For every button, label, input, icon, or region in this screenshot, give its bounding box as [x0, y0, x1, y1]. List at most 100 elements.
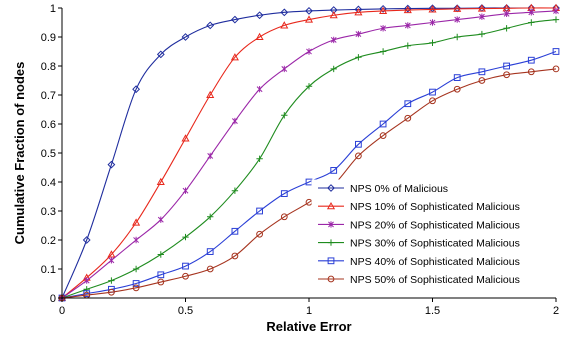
series-line — [61, 50, 557, 299]
data-point-marker — [355, 54, 362, 61]
data-point-marker — [206, 265, 214, 273]
data-point-marker — [379, 132, 387, 139]
data-point-marker — [280, 213, 288, 221]
legend-swatch-marker — [327, 257, 335, 265]
data-point-marker — [453, 4, 462, 12]
data-point-marker — [429, 19, 436, 26]
data-point-marker — [230, 53, 239, 61]
legend-item: NPS 20% of Sophisticated Malicious — [318, 219, 520, 231]
data-point-marker — [503, 25, 510, 32]
data-point-marker — [157, 278, 165, 286]
data-point-marker — [305, 6, 313, 15]
data-point-marker — [306, 48, 312, 55]
data-point-marker — [403, 5, 412, 14]
data-point-marker — [528, 19, 535, 26]
legend-item: NPS 10% of Sophisticated Malicious — [318, 201, 520, 213]
data-point-marker — [256, 155, 263, 162]
data-point-marker — [503, 10, 510, 17]
y-tick-label: 0.3 — [41, 206, 56, 218]
data-point-marker — [329, 6, 338, 14]
data-point-marker — [181, 134, 190, 142]
data-point-marker — [256, 86, 263, 93]
data-point-marker — [255, 32, 264, 41]
data-point-marker — [207, 152, 214, 160]
legend-item: NPS 0% of Malicious — [318, 183, 448, 195]
data-point-marker — [478, 68, 486, 76]
legend-swatch-marker — [327, 239, 335, 246]
data-point-marker — [157, 251, 164, 258]
y-tick-label: 0.7 — [41, 90, 56, 102]
data-point-marker — [231, 117, 238, 125]
data-point-marker — [553, 7, 559, 15]
legend-label: NPS 40% of Sophisticated Malicious — [350, 256, 520, 268]
legend: NPS 0% of Malicious NPS 10% of Sophistica… — [311, 179, 541, 297]
data-point-marker — [304, 15, 314, 23]
data-point-marker — [108, 257, 115, 264]
data-point-marker — [231, 187, 239, 194]
data-point-marker — [453, 74, 461, 81]
legend-item: NPS 50% of Sophisticated Malicious — [318, 274, 520, 286]
legend-label: NPS 10% of Sophisticated Malicious — [350, 201, 520, 213]
data-point-marker — [256, 230, 263, 238]
data-point-marker — [503, 71, 510, 79]
y-tick-label: 1 — [50, 3, 56, 15]
series-layer — [57, 3, 561, 302]
data-point-marker — [454, 33, 461, 41]
data-point-marker — [255, 11, 264, 20]
data-point-marker — [182, 233, 189, 241]
legend-swatch-marker — [326, 201, 336, 210]
data-point-marker — [132, 85, 141, 94]
series-line — [61, 7, 557, 299]
data-point-marker — [527, 56, 535, 64]
data-point-marker — [527, 68, 535, 76]
y-tick-label: 0.1 — [41, 264, 56, 276]
data-point-marker — [404, 22, 411, 29]
legend-swatch-marker — [327, 184, 335, 192]
x-tick-label: 1.5 — [425, 305, 440, 317]
data-point-marker — [231, 252, 239, 260]
data-point-marker — [404, 100, 412, 108]
data-point-marker — [329, 11, 338, 19]
y-axis-title: Cumulative Fraction of nodes — [12, 62, 27, 245]
data-point-marker — [107, 250, 116, 258]
data-point-marker — [231, 227, 239, 235]
y-tick-label: 0.6 — [41, 119, 56, 131]
data-point-marker — [453, 85, 461, 93]
data-point-marker — [305, 83, 313, 90]
data-point-marker — [132, 280, 140, 287]
data-point-marker — [330, 36, 337, 44]
data-point-marker — [83, 277, 90, 284]
data-point-marker — [230, 15, 239, 24]
data-point-marker — [281, 112, 288, 119]
data-point-marker — [380, 25, 387, 32]
data-point-marker — [206, 248, 214, 255]
data-point-marker — [157, 271, 165, 279]
y-tick-label: 0.9 — [41, 32, 56, 44]
data-point-marker — [108, 277, 115, 284]
data-point-marker — [133, 236, 140, 244]
data-point-marker — [355, 140, 362, 148]
data-point-marker — [156, 50, 165, 59]
data-point-marker — [429, 39, 436, 46]
data-point-marker — [379, 120, 387, 128]
data-point-marker — [206, 21, 215, 30]
legend-box — [311, 179, 541, 297]
data-point-marker — [181, 33, 190, 41]
data-point-marker — [82, 236, 91, 244]
data-point-marker — [182, 187, 189, 194]
data-point-marker — [404, 42, 411, 49]
data-point-marker — [552, 65, 560, 73]
y-tick-label: 0.4 — [41, 177, 56, 189]
data-point-marker — [280, 190, 288, 197]
data-point-marker — [280, 8, 289, 17]
data-point-marker — [404, 114, 412, 122]
legend-item: NPS 30% of Sophisticated Malicious — [318, 238, 520, 250]
data-point-marker — [280, 21, 289, 29]
series-1 — [57, 3, 561, 302]
data-point-marker — [503, 62, 510, 70]
data-point-marker — [108, 288, 115, 296]
series-3 — [58, 16, 560, 302]
data-point-marker — [132, 218, 141, 226]
data-point-marker — [552, 16, 560, 23]
